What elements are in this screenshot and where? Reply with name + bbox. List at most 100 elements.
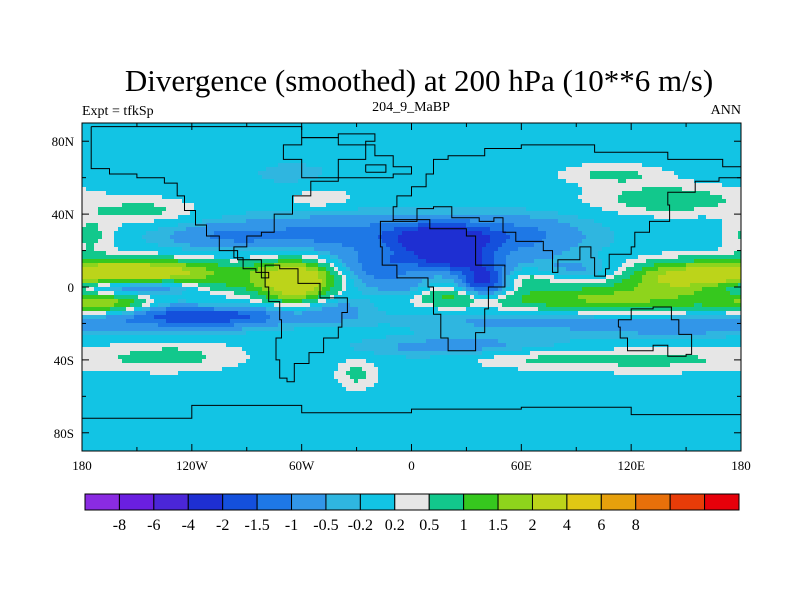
field-cell <box>334 227 339 232</box>
field-cell <box>514 187 519 192</box>
field-cell <box>306 147 311 152</box>
field-cell <box>686 139 691 144</box>
field-cell <box>726 155 731 160</box>
field-cell <box>686 155 691 160</box>
field-cell <box>362 163 367 168</box>
field-cell <box>422 195 427 200</box>
field-cell <box>470 187 475 192</box>
field-cell <box>618 155 623 160</box>
field-cell <box>174 163 179 168</box>
field-cell <box>394 135 399 140</box>
field-cell <box>262 143 267 148</box>
field-cell <box>538 171 543 176</box>
field-cell <box>242 131 247 136</box>
field-cell <box>270 203 275 208</box>
field-cell <box>166 143 171 148</box>
field-cell <box>394 123 399 128</box>
field-cell <box>118 175 123 180</box>
field-cell <box>362 151 367 156</box>
field-cell <box>194 199 199 204</box>
field-cell <box>538 147 543 152</box>
field-cell <box>666 127 671 132</box>
field-cell <box>698 167 703 172</box>
field-cell <box>506 187 511 192</box>
field-cell <box>486 223 491 228</box>
field-cell <box>282 167 287 172</box>
field-cell <box>390 127 395 132</box>
field-cell <box>266 223 271 228</box>
field-cell <box>398 139 403 144</box>
field-cell <box>438 191 443 196</box>
field-cell <box>146 231 151 236</box>
field-cell <box>346 207 351 212</box>
field-cell <box>674 143 679 148</box>
field-cell <box>666 135 671 140</box>
field-cell <box>514 195 519 200</box>
field-cell <box>94 223 99 228</box>
field-cell <box>658 183 663 188</box>
field-cell <box>270 175 275 180</box>
field-cell <box>558 227 563 232</box>
field-cell <box>642 163 647 168</box>
field-cell <box>606 195 611 200</box>
field-cell <box>330 151 335 156</box>
field-cell <box>574 163 579 168</box>
field-cell <box>474 215 479 220</box>
field-cell <box>530 191 535 196</box>
field-cell <box>418 151 423 156</box>
field-cell <box>650 135 655 140</box>
field-cell <box>258 223 263 228</box>
field-cell <box>430 183 435 188</box>
field-cell <box>114 183 119 188</box>
field-cell <box>238 235 243 240</box>
field-cell <box>134 243 139 248</box>
field-cell <box>522 187 527 192</box>
field-cell <box>670 171 675 176</box>
field-cell <box>554 231 559 236</box>
field-cell <box>234 143 239 148</box>
field-cell <box>106 239 111 244</box>
field-cell <box>406 239 411 244</box>
field-cell <box>210 139 215 144</box>
field-cell <box>326 171 331 176</box>
field-cell <box>410 139 415 144</box>
field-cell <box>446 231 451 236</box>
field-cell <box>266 139 271 144</box>
field-cell <box>366 155 371 160</box>
field-cell <box>458 179 463 184</box>
field-cell <box>406 235 411 240</box>
field-cell <box>466 159 471 164</box>
field-cell <box>170 139 175 144</box>
field-cell <box>274 227 279 232</box>
field-cell <box>230 167 235 172</box>
field-cell <box>670 203 675 208</box>
field-cell <box>194 123 199 128</box>
field-cell <box>106 143 111 148</box>
field-cell <box>326 147 331 152</box>
field-cell <box>358 203 363 208</box>
field-cell <box>206 123 211 128</box>
field-cell <box>542 159 547 164</box>
field-cell <box>718 195 723 200</box>
field-cell <box>722 231 727 236</box>
field-cell <box>394 203 399 208</box>
field-cell <box>534 123 539 128</box>
field-cell <box>166 139 171 144</box>
field-cell <box>378 191 383 196</box>
field-cell <box>334 219 339 224</box>
field-cell <box>490 195 495 200</box>
field-cell <box>530 175 535 180</box>
field-cell <box>218 191 223 196</box>
field-cell <box>258 127 263 132</box>
field-cell <box>630 123 635 128</box>
field-cell <box>658 195 663 200</box>
field-cell <box>134 227 139 232</box>
field-cell <box>626 143 631 148</box>
field-cell <box>90 215 95 220</box>
field-cell <box>166 239 171 244</box>
field-cell <box>98 131 103 136</box>
field-cell <box>214 183 219 188</box>
field-cell <box>602 183 607 188</box>
field-cell <box>138 223 143 228</box>
field-cell <box>290 175 295 180</box>
